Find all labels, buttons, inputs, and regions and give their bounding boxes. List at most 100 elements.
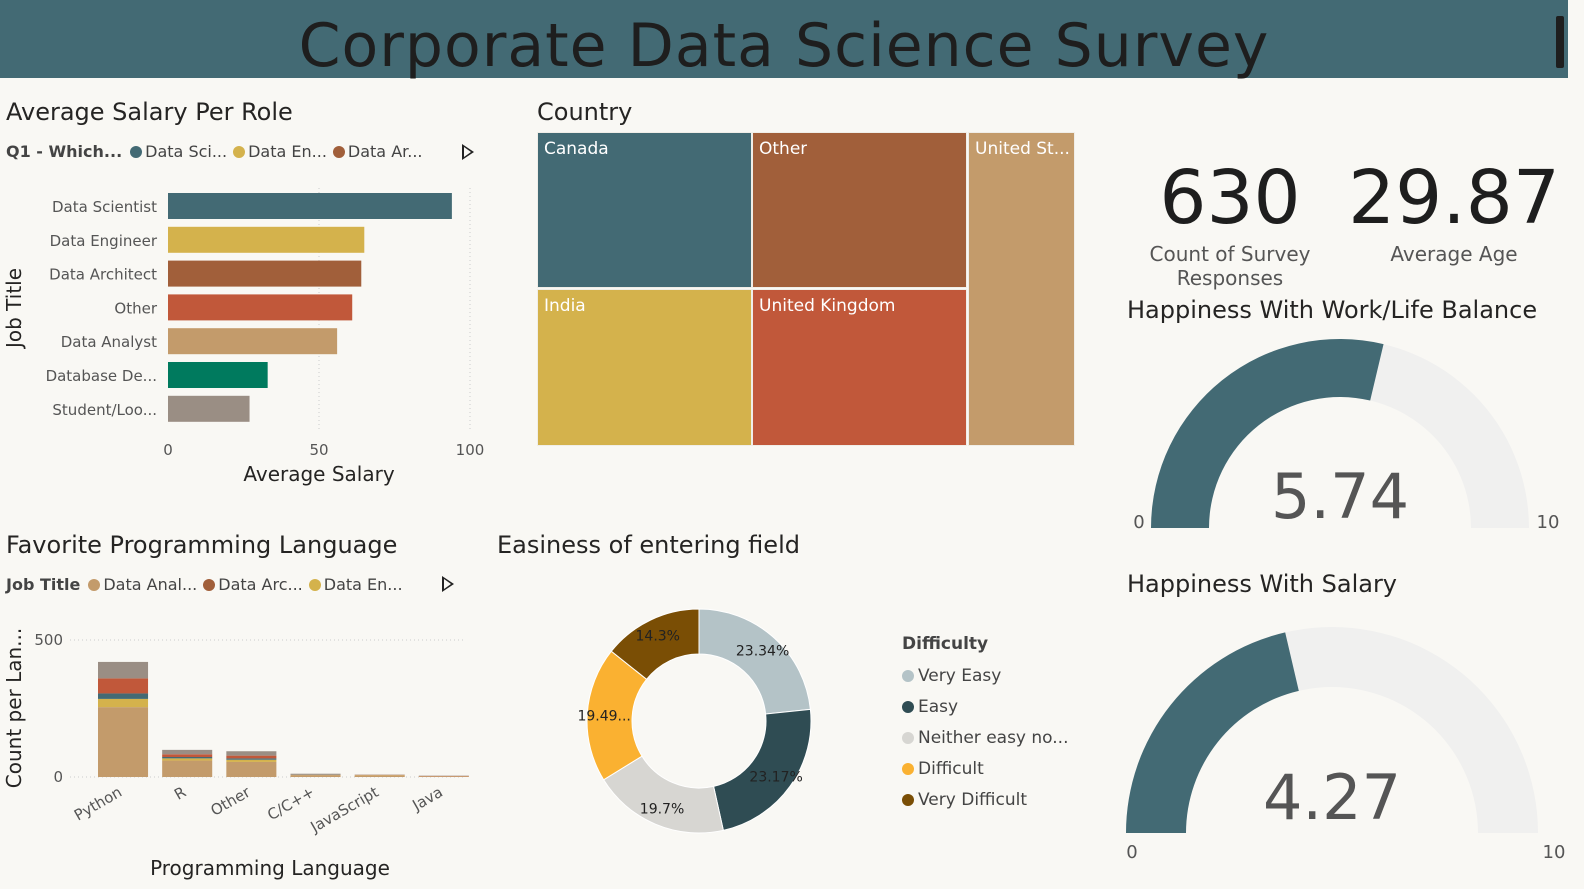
average-age-value: 29.87 <box>1348 155 1560 241</box>
stacked-bar-segment <box>226 751 277 756</box>
gauge-value: 4.27 <box>1263 761 1401 834</box>
gauge-max-label: 10 <box>1537 512 1560 533</box>
difficulty-legend-item[interactable]: Difficult <box>902 753 1068 784</box>
donut-data-label: 23.17% <box>749 769 802 785</box>
legend-dot <box>130 145 143 158</box>
lang-legend-label: Data Anal... <box>103 575 198 594</box>
category-label: Data Architect <box>49 266 157 284</box>
lang-legend: Job Title Data Anal... Data Arc... Data … <box>6 575 409 594</box>
category-label: Other <box>114 299 157 317</box>
donut-data-label: 14.3% <box>636 628 680 644</box>
survey-count-value: 630 <box>1159 155 1301 241</box>
x-tick-label: 100 <box>456 441 485 459</box>
lang-legend-label: Data Arc... <box>218 575 303 594</box>
wlb-gauge: 5.74 0 10 <box>1133 338 1560 533</box>
gauge-min-label: 0 <box>1126 842 1137 863</box>
stacked-bar-segment <box>290 773 341 775</box>
difficulty-legend-item[interactable]: Easy <box>902 691 1068 722</box>
lang-legend-item[interactable]: Data Arc... <box>203 575 303 594</box>
donut-data-label: 23.34% <box>736 643 789 659</box>
difficulty-legend-item[interactable]: Neither easy no... <box>902 722 1068 753</box>
stacked-bar-segment <box>162 756 213 759</box>
legend-dot <box>902 669 914 682</box>
lang-legend-item[interactable]: Data Anal... <box>88 575 197 594</box>
difficulty-legend-label: Difficult <box>918 758 984 779</box>
country-chart-title: Country <box>537 98 633 126</box>
donut-slice <box>698 608 811 715</box>
stacked-bar-segment <box>418 776 469 777</box>
wlb-gauge-title: Happiness With Work/Life Balance <box>1127 296 1538 324</box>
x-axis-title: Programming Language <box>150 856 390 880</box>
category-label: Database De... <box>46 367 157 385</box>
x-tick-label: 0 <box>163 441 173 459</box>
difficulty-legend-item[interactable]: Very Difficult <box>902 784 1068 815</box>
legend-dot <box>332 145 345 158</box>
stacked-bar-segment <box>226 755 277 759</box>
treemap-tile-label: United Kingdom <box>759 296 896 316</box>
treemap-tile[interactable]: Other <box>752 132 967 288</box>
gauge-fill <box>1151 338 1384 528</box>
dashboard-title: Corporate Data Science Survey <box>298 11 1270 81</box>
category-label: Other <box>207 782 254 819</box>
difficulty-legend-label: Neither easy no... <box>918 727 1069 748</box>
gauge-min-label: 0 <box>1133 512 1144 533</box>
category-label: Python <box>71 783 125 825</box>
difficulty-legend-label: Easy <box>918 696 959 717</box>
salary-happiness-gauge: 4.27 0 10 <box>1126 627 1566 863</box>
category-label: C/C++ <box>264 783 317 824</box>
average-age-label: Average Age <box>1390 242 1518 266</box>
scrollbar-thumb[interactable] <box>1556 16 1564 68</box>
salary-bar <box>168 294 353 321</box>
difficulty-legend-label: Very Difficult <box>918 789 1027 810</box>
x-tick-label: 50 <box>309 441 328 459</box>
lang-legend-title: Job Title <box>6 575 81 594</box>
lang-legend-label: Data En... <box>323 575 403 594</box>
donut-chart-title: Easiness of entering field <box>497 531 800 559</box>
stacked-bar-segment <box>162 749 213 755</box>
treemap-tile-label: United St... <box>975 139 1070 159</box>
category-label: Java <box>409 783 446 815</box>
lang-chart-title: Favorite Programming Language <box>6 531 398 559</box>
stacked-bar-segment <box>226 759 277 762</box>
treemap-tile[interactable]: United Kingdom <box>752 289 967 446</box>
stacked-bar-segment <box>98 661 149 679</box>
legend-dot <box>233 145 246 158</box>
stacked-bar-segment <box>354 775 405 777</box>
legend-dot <box>203 578 216 591</box>
y-tick-label: 500 <box>34 631 63 649</box>
salary-legend-label: Data Sci... <box>145 142 228 161</box>
stacked-bar-segment <box>290 775 341 777</box>
treemap-tile[interactable]: Canada <box>537 132 752 288</box>
header-banner <box>0 0 1568 78</box>
category-label: Data Analyst <box>61 333 157 351</box>
survey-count-label: Count of Survey Responses <box>1125 242 1335 290</box>
lang-legend-item[interactable]: Data En... <box>308 575 403 594</box>
donut-data-label: 19.7% <box>640 802 684 818</box>
gauge-fill <box>1126 632 1299 833</box>
stacked-bar-segment <box>226 758 277 760</box>
salary-legend-item[interactable]: Data Sci... <box>130 142 227 161</box>
y-axis-title: Job Title <box>2 268 26 350</box>
legend-dot <box>902 700 914 713</box>
salary-bar <box>168 362 268 388</box>
salary-legend-label: Data En... <box>248 142 327 161</box>
gauge-max-label: 10 <box>1543 842 1566 863</box>
category-label: Data Scientist <box>52 198 157 216</box>
salary-bar-chart: Data Scientist Data Engineer Data Architec… <box>2 188 485 486</box>
difficulty-legend-item[interactable]: Very Easy <box>902 660 1068 691</box>
legend-dot <box>88 578 101 591</box>
difficulty-legend-title: Difficulty <box>902 634 989 654</box>
salary-legend-item[interactable]: Data En... <box>233 142 327 161</box>
gauge-value: 5.74 <box>1271 460 1409 533</box>
treemap-tile[interactable]: India <box>537 289 752 446</box>
salary-legend-item[interactable]: Data Ar... <box>332 142 423 161</box>
legend-next-page-icon[interactable] <box>442 576 454 592</box>
salary-legend-title: Q1 - Which... <box>6 142 123 161</box>
difficulty-legend-label: Very Easy <box>918 665 1002 686</box>
salary-gauge-title: Happiness With Salary <box>1127 570 1398 598</box>
treemap-tile-label: India <box>544 296 586 316</box>
stacked-bar-segment <box>162 760 213 777</box>
legend-next-page-icon[interactable] <box>462 144 474 160</box>
stacked-bar-segment <box>98 698 149 708</box>
treemap-tile[interactable]: United St... <box>968 132 1075 446</box>
